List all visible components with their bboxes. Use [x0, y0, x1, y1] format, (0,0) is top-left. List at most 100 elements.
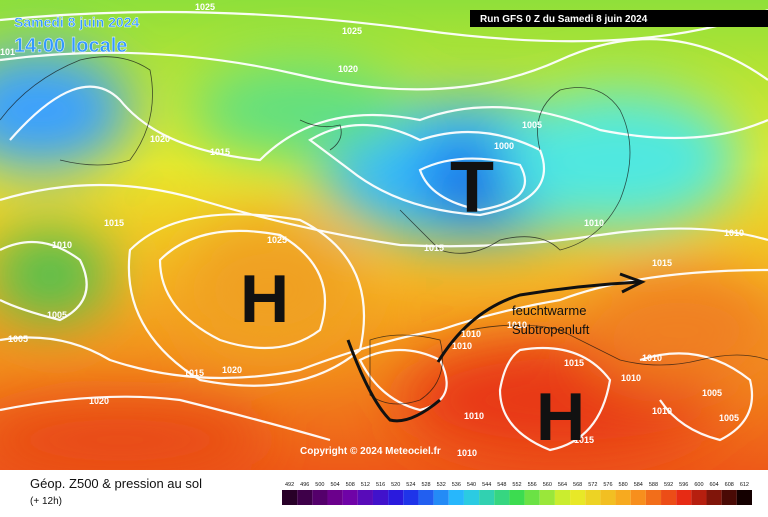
legend-label: 556: [528, 482, 537, 488]
legend-swatch: [418, 490, 434, 505]
legend-label: 540: [467, 482, 476, 488]
isobar-label: 1010: [621, 373, 641, 383]
legend-label: 576: [603, 482, 612, 488]
coastlines: [0, 56, 768, 405]
copyright: Copyright © 2024 Meteociel.fr: [300, 446, 441, 457]
legend-swatch: [372, 490, 389, 505]
date: Samedi 8 juin 2024: [14, 14, 139, 30]
isobar-label: 1010: [457, 448, 477, 458]
legend-swatch: [585, 490, 601, 505]
legend-label: 580: [619, 482, 628, 488]
run-box: [470, 10, 768, 27]
isobar-label: 1015: [210, 147, 230, 157]
legend-label: 604: [710, 482, 719, 488]
legend-label: 572: [588, 482, 597, 488]
legend-label: 536: [452, 482, 461, 488]
isobar-label: 1010: [584, 218, 604, 228]
time: 14:00 locale: [14, 35, 127, 57]
arrows: [346, 272, 646, 423]
isobars: [0, 8, 768, 452]
legend-label: 496: [300, 482, 309, 488]
isobar-label: 1005: [47, 310, 67, 320]
legend-label: 520: [391, 482, 400, 488]
isobar-label: 1015: [574, 435, 594, 445]
legend-label: 504: [330, 482, 339, 488]
isobar-label: 1010: [652, 406, 672, 416]
high-center: H: [240, 261, 289, 337]
run: Run GFS 0 Z du Samedi 8 juin 2024: [480, 14, 648, 25]
isobar-label: 1010: [724, 228, 744, 238]
isobar-label: 1005: [8, 334, 28, 344]
isobar-label: 1025: [195, 2, 215, 12]
legend-swatch: [357, 490, 373, 505]
legend-label: 524: [406, 482, 415, 488]
footer-subtitle: (+ 12h): [30, 496, 62, 507]
legend-swatch: [661, 490, 677, 505]
isobar-label: 1010: [642, 353, 662, 363]
legend-swatch: [554, 490, 571, 505]
legend-label: 612: [740, 482, 749, 488]
legend-label: 592: [664, 482, 673, 488]
legend-label: 508: [346, 482, 355, 488]
annotation: feuchtwarme: [512, 303, 586, 318]
legend-swatch: [645, 490, 662, 505]
legend-label: 568: [573, 482, 582, 488]
isobar-label: 1015: [652, 258, 672, 268]
legend-label: 516: [376, 482, 385, 488]
isobar-label: 1010: [507, 320, 527, 330]
legend-swatch: [524, 490, 540, 505]
isobar-label: 1020: [222, 365, 242, 375]
isobar-label: 1010: [464, 411, 484, 421]
isobar-label: 1015: [424, 243, 444, 253]
legend-label: 600: [694, 482, 703, 488]
isobar-label: 1005: [719, 413, 739, 423]
legend-swatch: [448, 490, 464, 505]
isobar-label: 1025: [342, 26, 362, 36]
isobar-label: 1020: [338, 64, 358, 74]
legend-swatch: [433, 490, 449, 505]
legend-label: 560: [543, 482, 552, 488]
isobar-label: 1010: [452, 341, 472, 351]
legend-swatch: [676, 490, 692, 505]
isobar-label: 1000: [494, 141, 514, 151]
isobar-label: 1010: [461, 329, 481, 339]
low-center: T: [450, 148, 494, 228]
legend-label: 544: [482, 482, 491, 488]
isobar-label: 1015: [184, 368, 204, 378]
isobar-label: 1015: [104, 218, 124, 228]
legend-label: 608: [725, 482, 734, 488]
legend-label: 584: [634, 482, 643, 488]
legend-label: 492: [285, 482, 294, 488]
legend-swatch: [327, 490, 343, 505]
legend-swatch: [600, 490, 616, 505]
isobar-label: 1005: [702, 388, 722, 398]
legend-swatch: [539, 490, 555, 505]
legend-swatch: [509, 490, 525, 505]
footer-title: Géop. Z500 & pression au sol: [30, 476, 202, 491]
isobar-label: 1020: [150, 134, 170, 144]
legend-swatch: [736, 490, 752, 505]
legend-swatch: [479, 490, 495, 505]
legend-swatch: [312, 490, 328, 505]
isobar-label: 1025: [267, 235, 287, 245]
isobar-label: 1010: [52, 240, 72, 250]
legend-swatch: [494, 490, 510, 505]
legend-swatch: [570, 490, 586, 505]
legend-swatch: [403, 490, 419, 505]
legend-swatch: [721, 490, 737, 505]
legend-label: 596: [679, 482, 688, 488]
legend-swatch: [463, 490, 480, 505]
legend-label: 548: [497, 482, 506, 488]
legend-label: 588: [649, 482, 658, 488]
annotation: Subtropenluft: [512, 322, 590, 337]
legend-swatch: [342, 490, 358, 505]
isobar-label: 101: [0, 47, 15, 57]
legend-label: 500: [315, 482, 324, 488]
legend-swatch: [691, 490, 707, 505]
legend-swatch: [630, 490, 646, 505]
legend-label: 552: [512, 482, 521, 488]
isobar-label: 1015: [564, 358, 584, 368]
legend-swatch: [297, 490, 313, 505]
isobar-label: 1020: [89, 396, 109, 406]
